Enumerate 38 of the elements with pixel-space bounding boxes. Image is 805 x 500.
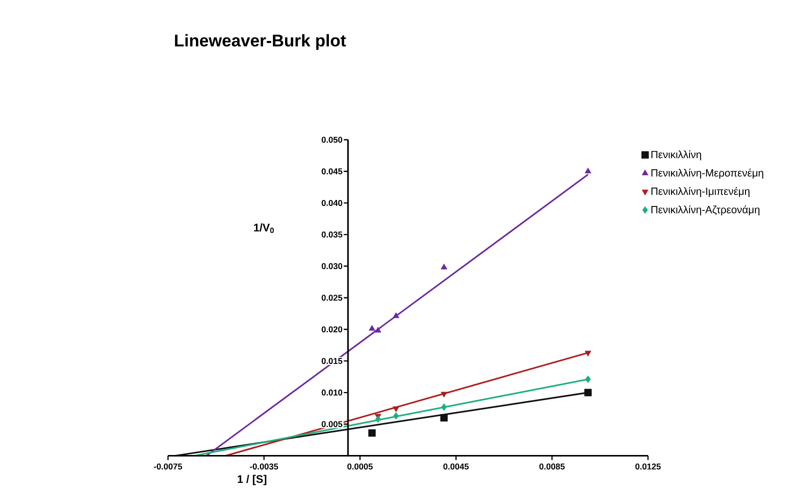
point bbox=[440, 264, 448, 270]
point bbox=[440, 414, 448, 422]
point bbox=[441, 403, 447, 411]
point bbox=[392, 406, 400, 412]
legend-label: Πενικιλλίνη-Μεροπενέμη bbox=[651, 168, 764, 179]
point bbox=[584, 388, 592, 396]
x-tick-label: -0.0035 bbox=[250, 464, 278, 470]
point bbox=[393, 412, 399, 420]
x-tick-label: -0.0075 bbox=[154, 464, 182, 470]
y-tick-label: 0.030 bbox=[322, 263, 342, 270]
y-tick-label: 0.050 bbox=[322, 136, 342, 143]
point bbox=[374, 326, 382, 333]
y-tick-label: 0.045 bbox=[322, 168, 342, 174]
point bbox=[585, 376, 591, 383]
y-axis-title: 1/V$_{0}$ bbox=[254, 223, 274, 234]
x-tick-label: 0.0005 bbox=[347, 464, 373, 470]
y-tick-label: 0.025 bbox=[322, 294, 342, 301]
chart-title: Lineweaver-Burk plot bbox=[175, 34, 346, 50]
y-tick-label: 0.010 bbox=[322, 390, 342, 396]
y-tick-label: 0.015 bbox=[322, 358, 342, 364]
x-tick-label: 0.0045 bbox=[443, 464, 469, 470]
point bbox=[368, 325, 376, 331]
y-tick-label: 0.005 bbox=[322, 421, 342, 428]
point bbox=[375, 415, 381, 423]
x-axis-title: 1 / [S] bbox=[238, 474, 266, 486]
legend-label: Πενικιλλίνη-Ιμιπενέμη bbox=[651, 186, 750, 198]
point bbox=[584, 350, 592, 356]
x-tick-label: 0.0085 bbox=[539, 464, 565, 470]
x-tick-label: 0.0125 bbox=[635, 464, 661, 470]
y-tick-label: 0.040 bbox=[322, 200, 342, 206]
legend-label: Πενικιλλίνη bbox=[651, 150, 702, 160]
y-tick-label: 0.020 bbox=[322, 326, 342, 332]
y-tick-label: 0.035 bbox=[322, 232, 342, 238]
point bbox=[368, 429, 376, 437]
point bbox=[440, 392, 448, 398]
point bbox=[584, 168, 592, 174]
point bbox=[392, 312, 400, 318]
legend-label: Πενικιλλίνη-Αζτρεονάμη bbox=[651, 205, 760, 216]
